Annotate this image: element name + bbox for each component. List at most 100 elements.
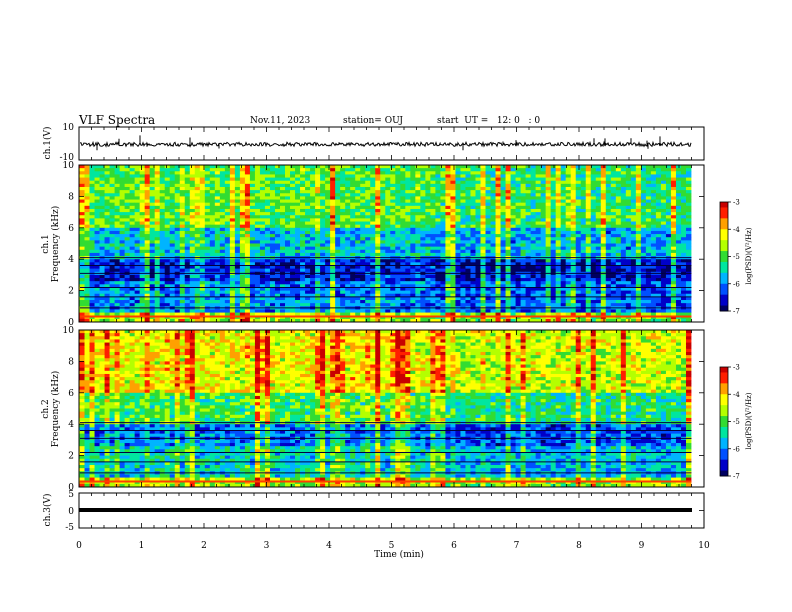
spectrogram-cell: [655, 252, 662, 257]
spectrogram-cell: [540, 246, 547, 251]
spectrogram-cell: [590, 186, 597, 191]
spectrogram-cell: [219, 165, 226, 169]
spectrogram-cell: [425, 224, 431, 229]
spectrogram-cell: [545, 196, 552, 200]
spectrogram-cell: [234, 199, 241, 204]
spectrogram-cell: [490, 218, 496, 222]
spectrogram-cell: [305, 284, 311, 288]
spectrogram-cell: [560, 186, 567, 191]
spectrogram-cell: [365, 183, 371, 188]
spectrogram-cell: [635, 205, 642, 210]
spectrogram-cell: [650, 259, 657, 263]
spectrogram-cell: [470, 202, 476, 207]
spectrogram-cell: [124, 212, 131, 216]
spectrogram-cell: [315, 230, 321, 235]
spectrogram-cell: [620, 246, 627, 251]
spectrogram-cell: [420, 193, 426, 197]
spectrogram-cell: [269, 252, 276, 257]
spectrogram-cell: [164, 202, 171, 207]
spectrogram-cell: [355, 230, 361, 235]
spectrogram-cell: [254, 284, 261, 288]
spectrogram-cell: [510, 259, 516, 263]
spectrogram-cell: [495, 190, 501, 194]
spectrogram-cell: [365, 199, 371, 204]
spectrogram-cell: [139, 165, 146, 169]
spectrogram-cell: [249, 278, 256, 282]
spectrogram-cell: [395, 221, 401, 226]
spectrogram-cell: [164, 249, 171, 254]
spectrogram-cell: [229, 183, 236, 188]
spectrogram-cell: [570, 240, 577, 244]
spectrogram-cell: [635, 268, 642, 273]
spectrogram-cell: [360, 278, 366, 282]
spectrogram-cell: [380, 221, 386, 226]
spectrogram-cell: [580, 224, 587, 229]
spectrogram-cell: [625, 199, 632, 204]
spectrogram-cell: [305, 190, 311, 194]
spectrogram-cell: [455, 246, 461, 251]
spectrogram-cell: [94, 202, 100, 207]
spectrogram-cell: [680, 186, 687, 191]
spectrogram-cell: [159, 168, 166, 172]
spectrogram-cell: [410, 196, 416, 200]
spectrogram-cell: [320, 190, 326, 194]
spectrogram-cell: [480, 240, 486, 244]
spectrogram-cell: [104, 246, 110, 251]
spectrogram-cell: [360, 174, 366, 178]
spectrogram-cell: [650, 196, 657, 200]
spectrogram-cell: [475, 278, 481, 282]
spectrogram-cell: [124, 208, 131, 213]
spectrogram-cell: [445, 193, 451, 197]
spectrogram-cell: [655, 287, 662, 291]
spectrogram-cell: [274, 174, 281, 178]
spectrogram-cell: [470, 246, 476, 251]
spectrogram-cell: [139, 284, 146, 288]
spectrogram-cell: [405, 227, 411, 232]
spectrogram-cell: [510, 218, 516, 222]
spectrogram-cell: [269, 199, 276, 204]
spectrogram-cell: [234, 262, 241, 266]
spectrogram-cell: [405, 287, 411, 291]
spectrogram-cell: [224, 284, 231, 288]
spectrogram-cell: [84, 278, 90, 282]
spectrogram-cell: [199, 249, 206, 254]
spectrogram-cell: [219, 221, 226, 226]
spectrogram-cell: [675, 193, 682, 197]
spectrogram-cell: [595, 221, 602, 226]
spectrogram-cell: [610, 215, 617, 219]
spectrogram-cell: [244, 284, 251, 288]
spectrogram-cell: [99, 202, 105, 207]
spectrogram-cell: [545, 240, 552, 244]
spectrogram-cell: [189, 180, 196, 185]
spectrogram-cell: [530, 174, 537, 178]
spectrogram-cell: [89, 177, 95, 182]
spectrogram-cell: [209, 249, 216, 254]
spectrogram-cell: [274, 215, 281, 219]
spectrogram-cell: [259, 171, 266, 175]
spectrogram-cell: [460, 265, 466, 270]
spectrogram-cell: [450, 168, 456, 172]
spectrogram-cell: [300, 252, 306, 257]
spectrogram-cell: [460, 193, 466, 197]
spectrogram-cell: [605, 237, 612, 241]
spectrogram-cell: [370, 202, 376, 207]
spectrogram-cell: [199, 171, 206, 175]
spectrogram-cell: [204, 212, 211, 216]
spectrogram-cell: [645, 205, 652, 210]
spectrogram-cell: [560, 221, 567, 226]
spectrogram-cell: [520, 262, 526, 266]
spectrogram-cell: [480, 234, 486, 238]
spectrogram-cell: [219, 196, 226, 200]
spectrogram-cell: [510, 165, 516, 169]
spectrogram-cell: [635, 278, 642, 282]
spectrogram-cell: [550, 193, 557, 197]
spectrogram-cell: [159, 202, 166, 207]
spectrogram-cell: [350, 221, 356, 226]
spectrogram-cell: [510, 265, 516, 270]
spectrogram-cell: [605, 212, 612, 216]
spectrogram-cell: [395, 218, 401, 222]
spectrogram-cell: [425, 259, 431, 263]
spectrogram-cell: [515, 212, 521, 216]
spectrogram-cell: [300, 180, 306, 185]
spectrogram-cell: [99, 249, 105, 254]
